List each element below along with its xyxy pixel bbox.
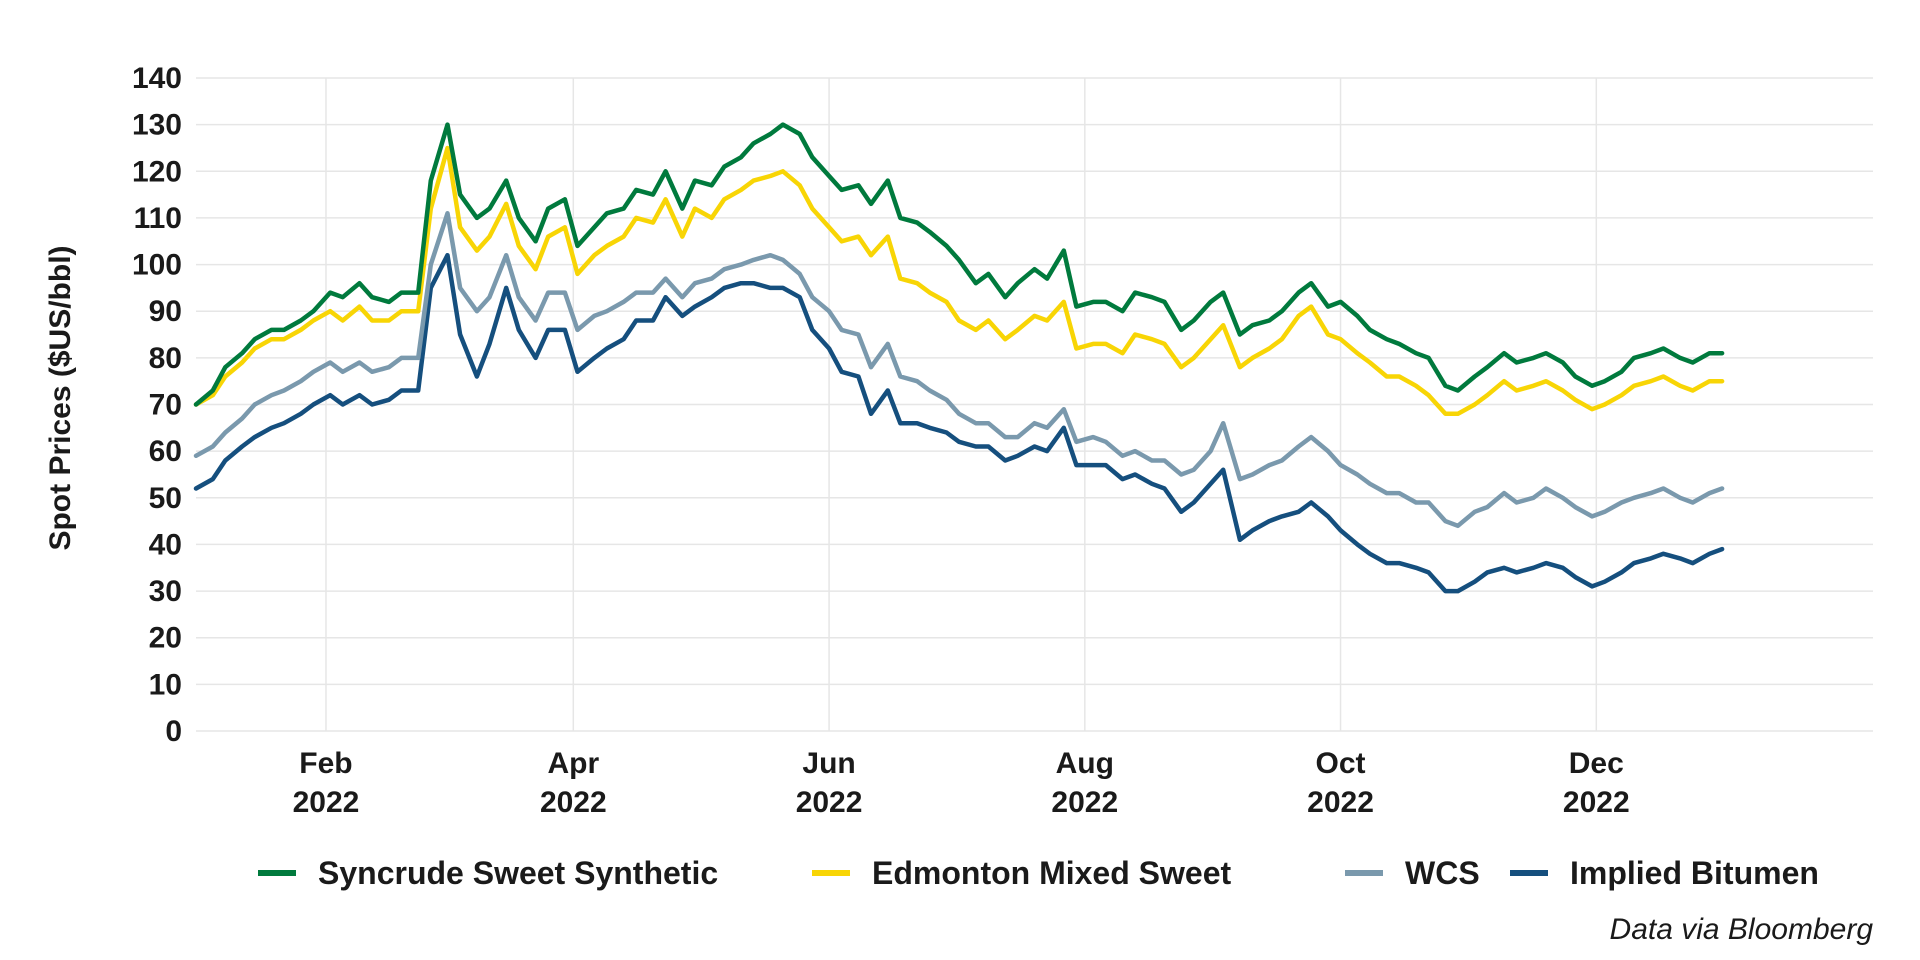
- legend-item-edmonton-mixed-sweet: Edmonton Mixed Sweet: [812, 855, 1231, 891]
- x-tick-year: 2022: [796, 786, 863, 819]
- legend-label: Implied Bitumen: [1570, 855, 1819, 891]
- series-line-wcs: [193, 211, 1725, 529]
- gridlines: [196, 77, 1873, 732]
- series-line-syncrude-sweet-synthetic: [193, 122, 1725, 407]
- x-tick-year: 2022: [1563, 786, 1630, 819]
- y-tick-label: 90: [149, 295, 182, 328]
- y-axis-ticks: 0 10 20 30 40 50 60 70 80 90 100 110 120 130 140: [132, 62, 182, 748]
- y-tick-label: 120: [132, 155, 182, 188]
- y-axis-label: Spot Prices ($US/bbl): [44, 245, 77, 550]
- y-tick-label: 80: [149, 342, 182, 375]
- x-tick-label: Feb: [299, 747, 352, 780]
- y-tick-label: 130: [132, 109, 182, 142]
- y-tick-label: 40: [149, 528, 182, 561]
- y-tick-label: 20: [149, 622, 182, 655]
- y-tick-label: 10: [149, 668, 182, 701]
- x-tick-year: 2022: [293, 786, 360, 819]
- series-lines: [193, 122, 1725, 594]
- y-tick-label: 60: [149, 435, 182, 468]
- y-tick-label: 100: [132, 249, 182, 282]
- source-caption: Data via Bloomberg: [1610, 913, 1874, 946]
- y-tick-label: 0: [165, 715, 182, 748]
- legend-label: WCS: [1405, 855, 1480, 891]
- legend-label: Edmonton Mixed Sweet: [872, 855, 1231, 891]
- y-tick-label: 140: [132, 62, 182, 95]
- y-tick-label: 110: [134, 202, 182, 235]
- x-tick-label: Oct: [1316, 747, 1366, 780]
- legend-item-syncrude-sweet-synthetic: Syncrude Sweet Synthetic: [258, 855, 718, 891]
- x-tick-year: 2022: [540, 786, 607, 819]
- series-line-implied-bitumen: [193, 252, 1725, 594]
- legend: Syncrude Sweet Synthetic Edmonton Mixed S…: [258, 855, 1819, 891]
- x-tick-year: 2022: [1051, 786, 1118, 819]
- legend-item-wcs: WCS: [1345, 855, 1480, 891]
- series-line-edmonton-mixed-sweet: [193, 145, 1725, 417]
- x-tick-label: Dec: [1569, 747, 1624, 780]
- y-tick-label: 30: [149, 575, 182, 608]
- legend-item-implied-bitumen: Implied Bitumen: [1510, 855, 1819, 891]
- x-axis-ticks: Feb 2022 Apr 2022 Jun 2022 Aug 2022 Oct 2022 Dec 20…: [293, 747, 1630, 819]
- y-tick-label: 70: [149, 389, 182, 422]
- x-tick-year: 2022: [1307, 786, 1374, 819]
- y-tick-label: 50: [149, 482, 182, 515]
- legend-label: Syncrude Sweet Synthetic: [318, 855, 718, 891]
- x-tick-label: Aug: [1056, 747, 1114, 780]
- x-tick-label: Jun: [802, 747, 855, 780]
- x-tick-label: Apr: [547, 747, 599, 780]
